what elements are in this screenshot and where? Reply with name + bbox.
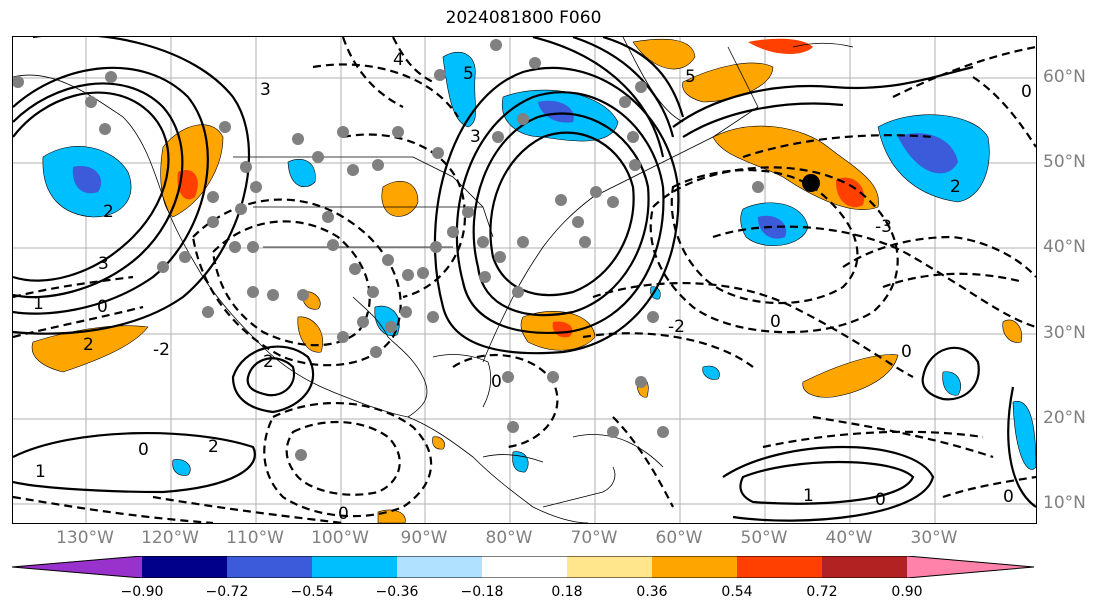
colorbar-segment (142, 556, 227, 578)
contour-label: -3 (875, 217, 892, 237)
lon-label: 110°W (226, 528, 284, 548)
positive-contours (13, 37, 1036, 522)
colorbar (12, 556, 1034, 578)
colorbar-segment (312, 556, 397, 578)
colorbar-tick: −0.90 (120, 584, 164, 600)
contour-label: 1 (803, 486, 814, 506)
colorbar-tick: 0.72 (806, 584, 838, 600)
colorbar-segment (652, 556, 737, 578)
map-title: 2024081800 F060 (445, 8, 602, 28)
lat-label: 50°N (1043, 152, 1086, 172)
contour-label: 2 (950, 177, 961, 197)
colorbar-tick: −0.54 (290, 584, 334, 600)
lon-label: 120°W (141, 528, 199, 548)
colorbar-tick: 0.36 (636, 584, 668, 600)
contour-label: 0 (770, 312, 781, 332)
lat-label: 60°N (1043, 67, 1086, 87)
lat-label: 10°N (1043, 493, 1086, 513)
colorbar-tick: −0.72 (205, 584, 249, 600)
contour-label: 0 (875, 490, 886, 510)
map-canvas: 3 2 3 1 0 4 5 3 5 -2 0 -3 2 2 -2 2 0 0 2… (13, 37, 1036, 523)
colorbar-segment (12, 556, 142, 578)
contour-label: 2 (103, 202, 114, 222)
negative-contours (13, 37, 1036, 523)
contour-label: 3 (98, 254, 109, 274)
colorbar-segment (567, 556, 652, 578)
lat-label: 30°N (1043, 323, 1086, 343)
black-dot-marker (802, 174, 820, 192)
lon-label: 130°W (56, 528, 114, 548)
colorbar-tick: 0.90 (891, 584, 923, 600)
contour-labels: 3 2 3 1 0 4 5 3 5 -2 0 -3 2 2 -2 2 0 0 2… (33, 50, 1032, 523)
lat-label: 40°N (1043, 237, 1086, 257)
contour-label: -2 (153, 340, 170, 360)
contour-label: 0 (491, 372, 502, 392)
contour-label: 1 (35, 462, 46, 482)
contour-label: 0 (97, 297, 108, 317)
lon-label: 50°W (740, 528, 788, 548)
colorbar-segment (737, 556, 822, 578)
contour-label: 2 (83, 335, 94, 355)
contour-label: 0 (338, 504, 349, 523)
contour-label: 0 (901, 342, 912, 362)
lon-label: 40°W (825, 528, 873, 548)
colorbar-segment (822, 556, 907, 578)
contour-label: 1 (33, 294, 44, 314)
colorbar-tick: −0.18 (460, 584, 504, 600)
colorbar-segment (397, 556, 482, 578)
contour-label: 5 (685, 67, 696, 87)
contour-label: 2 (208, 437, 219, 457)
lon-label: 30°W (910, 528, 958, 548)
contour-label: 3 (260, 80, 271, 100)
contour-label: 0 (1021, 82, 1032, 102)
colorbar-segment (227, 556, 312, 578)
contour-label: 0 (1003, 487, 1014, 507)
colorbar-tick: −0.36 (375, 584, 419, 600)
contour-label: 5 (463, 64, 474, 84)
contour-label: 4 (393, 50, 404, 70)
contour-label: 3 (470, 127, 481, 147)
lon-label: 90°W (400, 528, 448, 548)
colorbar-tick: 0.54 (721, 584, 753, 600)
contour-label: 0 (138, 440, 149, 460)
colorbar-segment (907, 556, 1034, 578)
colorbar-segment (482, 556, 567, 578)
contour-label: -2 (668, 317, 685, 337)
lat-label: 20°N (1043, 408, 1086, 428)
lon-label: 60°W (655, 528, 703, 548)
lon-label: 80°W (485, 528, 533, 548)
station-dots (13, 39, 764, 461)
colorbar-tick: 0.18 (551, 584, 583, 600)
lon-label: 70°W (570, 528, 618, 548)
lon-label: 100°W (311, 528, 369, 548)
contour-label: 2 (263, 352, 274, 372)
map-panel: 3 2 3 1 0 4 5 3 5 -2 0 -3 2 2 -2 2 0 0 2… (12, 36, 1037, 524)
